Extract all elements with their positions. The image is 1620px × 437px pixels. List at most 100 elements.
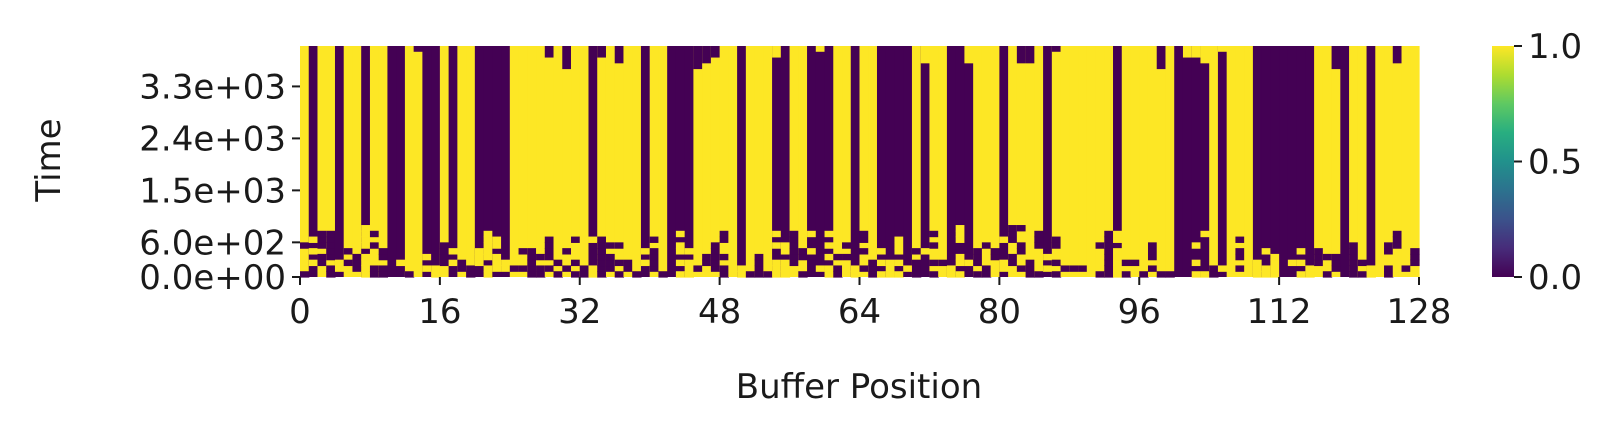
heatmap-column [474,46,485,277]
heatmap-cell [798,271,808,278]
x-tick-label: 80 [978,292,1021,332]
heatmap-cell [378,271,389,278]
heatmap-cell [431,271,441,278]
x-axis-title: Buffer Position [736,367,982,407]
heatmap-column [597,46,607,277]
x-tick-label: 64 [838,292,881,332]
heatmap-column [544,46,555,277]
heatmap-cell [457,265,467,272]
heatmap-cell [544,46,555,58]
heatmap-cell [1139,271,1149,278]
heatmap-cell [1314,259,1324,267]
heatmap-column [1279,46,1289,277]
heatmap-cell [588,236,598,243]
heatmap-cell [623,259,633,267]
heatmap-column [772,46,782,277]
heatmap-cell [876,259,887,267]
heatmap-column [1165,46,1175,277]
heatmap-column [894,46,904,277]
heatmap-cell [955,225,965,232]
heatmap-cell [981,242,992,249]
heatmap-column [448,46,458,277]
heatmap-cell [675,259,686,267]
heatmap-cell [509,265,520,272]
heatmap-cell [597,259,607,267]
heatmap-cell [431,265,441,272]
heatmap-column [807,46,817,277]
heatmap-column [693,46,703,277]
heatmap-column [964,46,974,277]
heatmap-cell [457,259,467,267]
heatmap-cell [946,271,957,278]
heatmap-column [308,46,319,277]
heatmap-cell [798,253,808,261]
heatmap-column [1366,46,1376,277]
heatmap-cell [1322,271,1333,278]
heatmap-cell [597,236,607,243]
heatmap-cell [903,265,913,272]
heatmap-cell [745,271,756,278]
heatmap-cell [1392,236,1403,243]
heatmap-cell [483,242,493,249]
heatmap-cell [1357,259,1368,267]
heatmap-cell [1191,271,1202,278]
heatmap-cell [710,46,721,58]
x-tick-label: 128 [1387,292,1452,332]
heatmap-cell [894,248,904,255]
heatmap-cell [1331,253,1341,261]
heatmap-cell [1104,265,1114,272]
heatmap-cell [649,253,660,261]
heatmap-cell [553,259,563,267]
heatmap-cell [894,242,904,249]
heatmap-cell [789,242,799,249]
heatmap-column [326,46,336,277]
heatmap-cell [527,248,537,255]
heatmap-cell [1191,259,1202,267]
heatmap-column [317,46,327,277]
heatmap-column [527,46,537,277]
heatmap-cell [492,259,502,267]
heatmap-column [1401,46,1411,277]
heatmap-cell [833,265,843,272]
heatmap-cell [352,253,362,261]
heatmap-cell [885,259,896,267]
heatmap-column [413,46,423,277]
heatmap-cell [1305,265,1315,272]
heatmap-cell [518,265,528,272]
heatmap-column [763,46,773,277]
heatmap-cell [675,271,686,278]
heatmap-cell [1270,259,1280,267]
heatmap-column [1034,46,1044,277]
heatmap-cell [1156,271,1167,278]
heatmap-cell [1314,248,1324,255]
heatmap-column [404,46,415,277]
heatmap-cell [605,253,616,261]
x-tick-label: 96 [1118,292,1161,332]
heatmap-cell [1235,265,1245,272]
heatmap-cell [1191,242,1202,249]
heatmap-column [1104,46,1114,277]
heatmap-column [1340,46,1350,277]
heatmap-cell [710,248,721,255]
heatmap-cell [588,271,598,278]
heatmap-cell [1349,259,1359,267]
heatmap-column [842,46,852,277]
heatmap-column [1200,46,1210,277]
heatmap-cell [1410,253,1420,261]
heatmap-cell [798,248,808,255]
heatmap-cell [1113,230,1123,238]
heatmap-cell [675,242,686,249]
heatmap-cell [326,248,336,255]
heatmap-cell [807,230,817,238]
heatmap-cell [448,259,458,267]
heatmap-column [903,46,913,277]
heatmap-cell [885,271,896,278]
heatmap-column [789,46,799,277]
heatmap-cell [553,271,563,278]
heatmap-cell [1235,248,1245,255]
heatmap-cell [1384,248,1394,255]
heatmap-cell [1025,259,1035,267]
heatmap-column [1139,46,1149,277]
heatmap-cell [1025,271,1035,278]
